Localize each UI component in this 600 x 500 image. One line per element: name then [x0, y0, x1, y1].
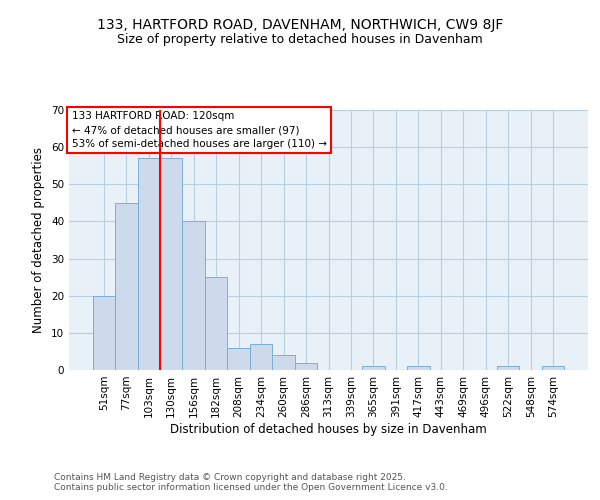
- Bar: [92, 296, 115, 370]
- Y-axis label: Number of detached properties: Number of detached properties: [32, 147, 46, 333]
- Bar: [362, 366, 385, 370]
- X-axis label: Distribution of detached houses by size in Davenham: Distribution of detached houses by size …: [170, 422, 487, 436]
- Bar: [295, 362, 317, 370]
- Bar: [227, 348, 250, 370]
- Bar: [205, 277, 227, 370]
- Bar: [497, 366, 520, 370]
- Text: Contains HM Land Registry data © Crown copyright and database right 2025.
Contai: Contains HM Land Registry data © Crown c…: [54, 473, 448, 492]
- Text: 133, HARTFORD ROAD, DAVENHAM, NORTHWICH, CW9 8JF: 133, HARTFORD ROAD, DAVENHAM, NORTHWICH,…: [97, 18, 503, 32]
- Bar: [137, 158, 160, 370]
- Bar: [250, 344, 272, 370]
- Bar: [272, 355, 295, 370]
- Bar: [160, 158, 182, 370]
- Bar: [407, 366, 430, 370]
- Text: 133 HARTFORD ROAD: 120sqm
← 47% of detached houses are smaller (97)
53% of semi-: 133 HARTFORD ROAD: 120sqm ← 47% of detac…: [71, 112, 326, 150]
- Bar: [542, 366, 565, 370]
- Text: Size of property relative to detached houses in Davenham: Size of property relative to detached ho…: [117, 32, 483, 46]
- Bar: [182, 222, 205, 370]
- Bar: [115, 203, 137, 370]
